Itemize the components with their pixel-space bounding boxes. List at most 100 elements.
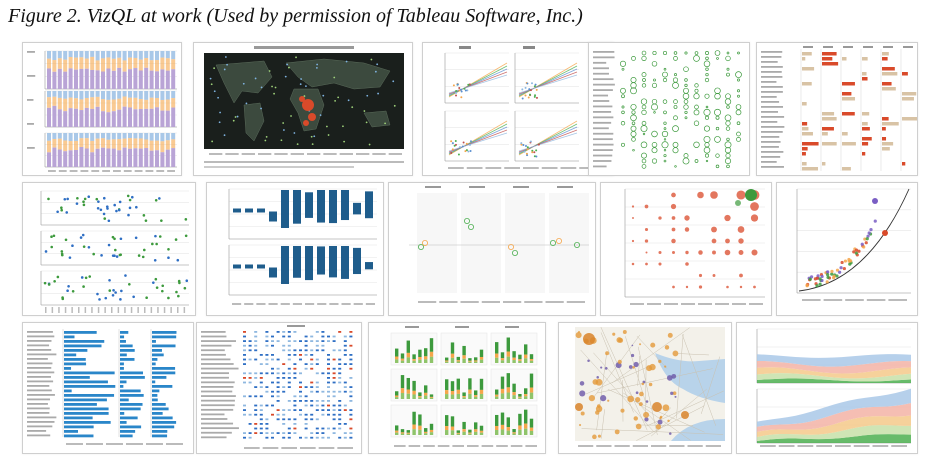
row-label (593, 89, 613, 91)
scatter-point (842, 266, 846, 271)
strip-dot (127, 213, 130, 217)
matrix-circle (683, 66, 689, 72)
h-bar (64, 403, 97, 406)
bar-segment (518, 393, 522, 397)
bar-segment (138, 148, 143, 167)
h-bar (64, 425, 94, 429)
bubble (725, 238, 730, 244)
bubble (645, 262, 648, 266)
matrix-circle (683, 104, 689, 110)
text-cell (243, 413, 246, 416)
matrix-circle (714, 93, 721, 100)
text-cell (293, 409, 297, 411)
h-bar (64, 371, 115, 375)
map-point (217, 96, 219, 99)
waterfall-bar (245, 208, 253, 213)
scatter-point (452, 84, 455, 87)
bar-segment (117, 150, 122, 167)
scatter-point (529, 140, 532, 143)
scatter-point (537, 143, 540, 146)
h-bar (152, 425, 175, 429)
bar-segment (95, 138, 100, 149)
h-bar (152, 376, 167, 379)
h-bar (120, 389, 141, 393)
matrix-circle (715, 115, 720, 120)
bar-segment (144, 99, 149, 109)
text-cell (287, 381, 291, 384)
matrix-circle (672, 77, 679, 83)
h-bar (120, 434, 133, 438)
h-bar (152, 335, 177, 339)
bar-segment (52, 60, 57, 72)
text-cell (293, 404, 297, 407)
map-point (290, 115, 292, 117)
matrix-circle (726, 72, 730, 77)
h-bar (152, 385, 173, 388)
bar-segment (445, 360, 449, 362)
bar-segment (149, 60, 154, 71)
text-cell (287, 400, 291, 402)
matrix-circle (642, 78, 646, 82)
bar-segment (529, 430, 534, 435)
waterfall-bar (365, 191, 373, 219)
text-cell (265, 418, 269, 421)
bar-segment (68, 97, 73, 109)
bar-segment (95, 96, 100, 107)
tick-label (439, 301, 458, 303)
matrix-circle (703, 135, 711, 143)
bar-segment (450, 342, 455, 354)
table-bar (802, 122, 808, 126)
strip-dot (134, 236, 138, 240)
tick-label (632, 445, 648, 447)
bar-segment (52, 51, 57, 61)
panel-bg (505, 193, 545, 293)
text-cell (248, 413, 252, 416)
tick-label (698, 303, 712, 305)
bar-segment (395, 425, 399, 431)
text-cell (327, 409, 330, 411)
bar-segment (395, 348, 399, 357)
row-label (27, 389, 52, 392)
strip-dot (111, 294, 115, 297)
map-marker (667, 419, 670, 423)
text-cell (282, 372, 286, 375)
bubble (631, 262, 635, 266)
strip-dot (145, 296, 148, 300)
bar-segment (165, 51, 170, 59)
matrix-circle (682, 92, 690, 100)
scatter-point (825, 280, 829, 284)
tick-label (256, 303, 266, 305)
matrix-circle (703, 60, 711, 68)
column-header (287, 325, 305, 327)
row-label (27, 99, 34, 101)
map-marker (580, 411, 585, 416)
bar-segment (63, 71, 68, 89)
table-bar (842, 142, 856, 146)
bar-segment (84, 58, 89, 69)
bar-segment (155, 97, 159, 108)
scatter-point (465, 142, 468, 145)
text-cell (276, 372, 280, 375)
street-line (585, 366, 649, 395)
scatter-point (464, 89, 467, 92)
bar-segment (52, 138, 57, 148)
matrix-circle (663, 159, 667, 163)
h-bar (120, 371, 144, 375)
tick-label (596, 445, 612, 447)
scatter-point (848, 259, 853, 263)
bar-segment (149, 140, 154, 151)
scatter-point (469, 149, 472, 152)
bar-segment (406, 432, 410, 434)
bar-segment (468, 378, 472, 390)
table-bar (882, 67, 895, 71)
strip-dot (106, 207, 109, 210)
horizontal-bars (27, 329, 183, 445)
bar-segment (445, 357, 449, 361)
strip-dot (60, 250, 64, 253)
bar-segment (144, 51, 149, 59)
strip-dot (174, 238, 178, 241)
matrix-circle (726, 51, 730, 55)
row-label (593, 111, 612, 113)
map-marker (579, 390, 586, 397)
text-cell (299, 372, 302, 375)
